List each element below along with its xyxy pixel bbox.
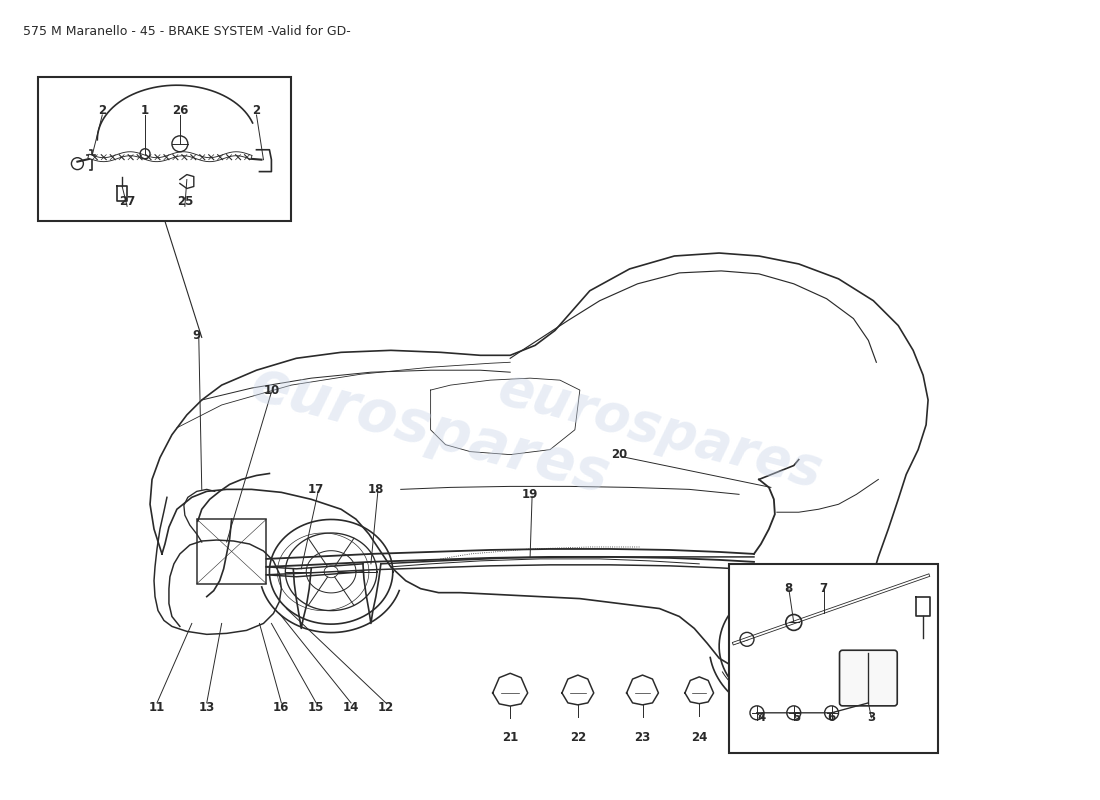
Text: 13: 13: [199, 702, 214, 714]
Text: 19: 19: [521, 488, 538, 501]
Text: 21: 21: [502, 731, 518, 744]
Text: 4: 4: [758, 711, 766, 724]
Text: 26: 26: [172, 103, 188, 117]
Text: 15: 15: [308, 702, 324, 714]
Text: 9: 9: [192, 329, 201, 342]
Text: 17: 17: [308, 483, 324, 496]
Text: 2: 2: [252, 103, 261, 117]
Text: 8: 8: [784, 582, 793, 595]
Text: 3: 3: [867, 711, 876, 724]
Text: eurospares: eurospares: [492, 362, 827, 498]
Text: 24: 24: [691, 731, 707, 744]
Bar: [37, 78, 292, 222]
Text: 20: 20: [612, 448, 628, 461]
Text: 14: 14: [343, 702, 360, 714]
FancyBboxPatch shape: [839, 650, 898, 706]
Text: 22: 22: [570, 731, 586, 744]
Text: 25: 25: [177, 195, 192, 208]
Text: 23: 23: [635, 731, 651, 744]
Text: 6: 6: [827, 711, 836, 724]
Bar: [729, 564, 938, 753]
Text: 5: 5: [792, 711, 800, 724]
Text: eurospares: eurospares: [245, 354, 616, 505]
Bar: [197, 519, 266, 584]
Text: 1: 1: [141, 103, 150, 117]
Text: eurospares: eurospares: [750, 602, 927, 674]
Text: 16: 16: [273, 702, 289, 714]
Text: 575 M Maranello - 45 - BRAKE SYSTEM -Valid for GD-: 575 M Maranello - 45 - BRAKE SYSTEM -Val…: [23, 25, 351, 38]
Text: 27: 27: [119, 195, 135, 208]
Text: 12: 12: [377, 702, 394, 714]
Text: 10: 10: [263, 383, 279, 397]
Text: 11: 11: [148, 702, 165, 714]
Text: 7: 7: [820, 582, 827, 595]
Text: 18: 18: [367, 483, 384, 496]
Text: 2: 2: [98, 103, 107, 117]
